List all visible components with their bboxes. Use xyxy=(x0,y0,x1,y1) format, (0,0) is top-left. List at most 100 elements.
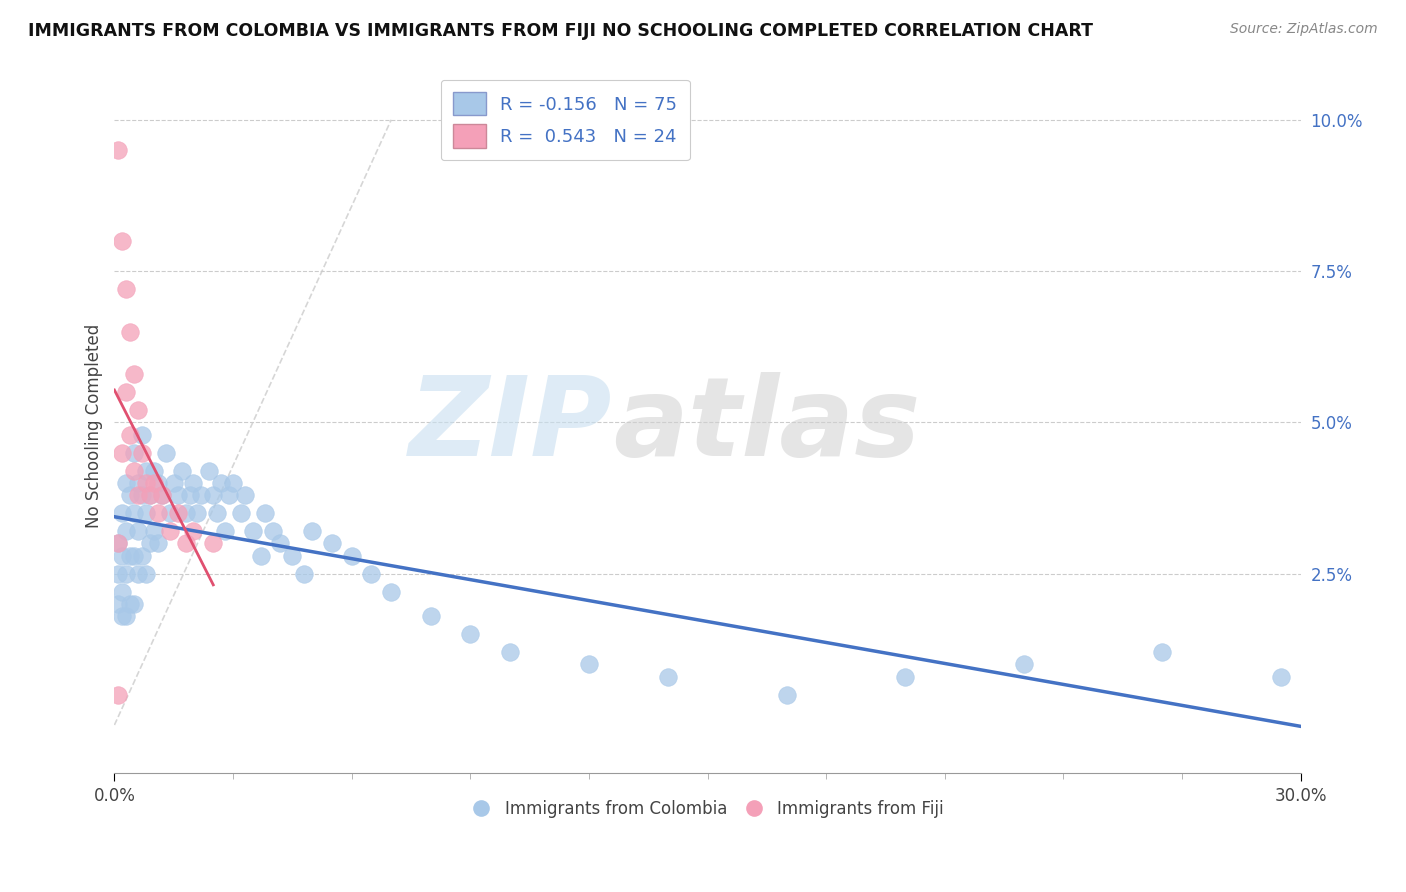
Point xyxy=(122,506,145,520)
Point xyxy=(183,475,205,490)
Point xyxy=(122,445,145,459)
Point xyxy=(155,445,177,459)
Point xyxy=(131,549,153,563)
Point xyxy=(360,566,382,581)
Point xyxy=(253,506,276,520)
Point xyxy=(131,488,153,502)
Point xyxy=(139,536,162,550)
Point xyxy=(120,427,142,442)
Point xyxy=(174,506,197,520)
Point xyxy=(146,475,169,490)
Point xyxy=(135,464,157,478)
Point xyxy=(131,445,153,459)
Point xyxy=(122,367,145,381)
Point xyxy=(111,609,134,624)
Point xyxy=(159,524,181,539)
Point xyxy=(174,536,197,550)
Point xyxy=(139,488,162,502)
Point xyxy=(107,566,129,581)
Point xyxy=(115,475,138,490)
Point xyxy=(166,488,188,502)
Point xyxy=(321,536,343,550)
Point xyxy=(214,524,236,539)
Point xyxy=(249,549,271,563)
Point xyxy=(775,688,797,702)
Point xyxy=(183,524,205,539)
Point xyxy=(127,475,149,490)
Point xyxy=(135,566,157,581)
Point xyxy=(115,524,138,539)
Point xyxy=(301,524,323,539)
Y-axis label: No Schooling Completed: No Schooling Completed xyxy=(86,323,103,527)
Point xyxy=(120,488,142,502)
Point xyxy=(120,549,142,563)
Point xyxy=(115,609,138,624)
Point xyxy=(222,475,245,490)
Point xyxy=(142,524,165,539)
Point xyxy=(111,506,134,520)
Point xyxy=(578,657,600,672)
Point xyxy=(120,325,142,339)
Text: atlas: atlas xyxy=(613,372,920,479)
Point xyxy=(111,585,134,599)
Point xyxy=(1270,670,1292,684)
Point xyxy=(107,536,129,550)
Point xyxy=(150,488,173,502)
Point xyxy=(190,488,212,502)
Point xyxy=(122,464,145,478)
Point xyxy=(340,549,363,563)
Point xyxy=(198,464,221,478)
Point xyxy=(242,524,264,539)
Point xyxy=(159,506,181,520)
Point xyxy=(179,488,201,502)
Point xyxy=(135,475,157,490)
Point xyxy=(111,234,134,248)
Point xyxy=(205,506,228,520)
Point xyxy=(127,524,149,539)
Point xyxy=(142,475,165,490)
Point xyxy=(146,506,169,520)
Point xyxy=(127,488,149,502)
Point xyxy=(419,609,441,624)
Point xyxy=(115,566,138,581)
Point xyxy=(111,549,134,563)
Point xyxy=(107,536,129,550)
Point xyxy=(139,488,162,502)
Point xyxy=(131,427,153,442)
Point xyxy=(292,566,315,581)
Point xyxy=(111,445,134,459)
Point xyxy=(218,488,240,502)
Point xyxy=(170,464,193,478)
Point xyxy=(1152,645,1174,659)
Point xyxy=(202,488,225,502)
Point xyxy=(115,385,138,400)
Point xyxy=(107,688,129,702)
Point xyxy=(127,566,149,581)
Point xyxy=(281,549,304,563)
Point xyxy=(107,143,129,157)
Point xyxy=(269,536,291,550)
Point xyxy=(499,645,522,659)
Point xyxy=(894,670,917,684)
Point xyxy=(458,627,481,641)
Point xyxy=(127,403,149,417)
Point xyxy=(120,597,142,611)
Point xyxy=(262,524,284,539)
Point xyxy=(1012,657,1035,672)
Point xyxy=(186,506,208,520)
Point xyxy=(122,597,145,611)
Legend: Immigrants from Colombia, Immigrants from Fiji: Immigrants from Colombia, Immigrants fro… xyxy=(465,793,950,824)
Point xyxy=(107,597,129,611)
Point xyxy=(146,536,169,550)
Point xyxy=(233,488,256,502)
Text: Source: ZipAtlas.com: Source: ZipAtlas.com xyxy=(1230,22,1378,37)
Text: IMMIGRANTS FROM COLOMBIA VS IMMIGRANTS FROM FIJI NO SCHOOLING COMPLETED CORRELAT: IMMIGRANTS FROM COLOMBIA VS IMMIGRANTS F… xyxy=(28,22,1092,40)
Point xyxy=(115,282,138,296)
Point xyxy=(122,549,145,563)
Point xyxy=(150,488,173,502)
Point xyxy=(135,506,157,520)
Point xyxy=(202,536,225,550)
Point xyxy=(229,506,252,520)
Point xyxy=(657,670,679,684)
Point xyxy=(163,475,186,490)
